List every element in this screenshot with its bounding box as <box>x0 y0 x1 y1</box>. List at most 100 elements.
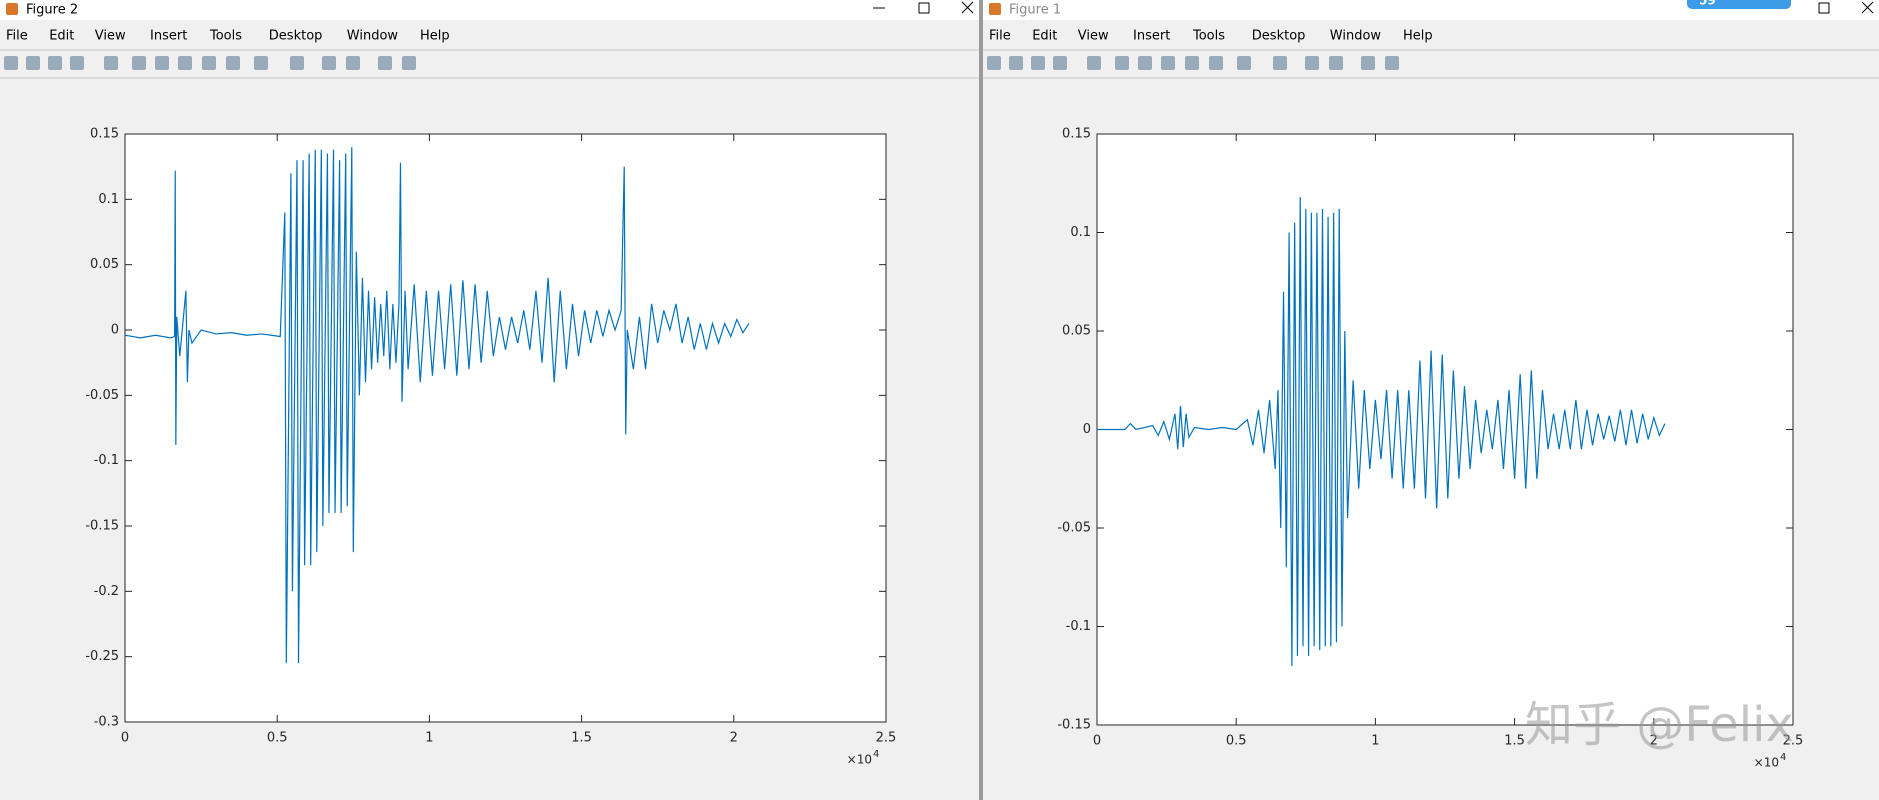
toolbar-button[interactable] <box>132 56 146 70</box>
title-bar <box>0 0 979 20</box>
toolbar-button[interactable] <box>1273 56 1287 70</box>
y-tick-label: -0.1 <box>1066 619 1091 634</box>
window-icon <box>989 3 1001 15</box>
x-multiplier: ×10 <box>847 753 872 767</box>
menu-item[interactable]: Desktop <box>1252 29 1306 44</box>
menu-item[interactable]: Help <box>1403 29 1433 44</box>
toolbar-button[interactable] <box>1361 56 1375 70</box>
y-tick-label: -0.25 <box>85 649 119 664</box>
menu-item[interactable]: Insert <box>1133 29 1170 44</box>
toolbar-button[interactable] <box>1115 56 1129 70</box>
y-tick-label: 0.1 <box>98 192 119 207</box>
x-multiplier: ×10 <box>1754 756 1779 770</box>
x-tick-label: 2 <box>730 731 738 746</box>
menu-item[interactable]: View <box>95 29 126 44</box>
badge-text: 59 <box>1699 0 1716 8</box>
close-button[interactable] <box>961 1 974 14</box>
y-tick-label: 0.05 <box>90 257 119 272</box>
y-tick-label: 0.15 <box>90 127 119 142</box>
x-tick-label: 2.5 <box>876 731 897 746</box>
plot-area <box>124 133 887 723</box>
toolbar-button[interactable] <box>155 56 169 70</box>
toolbar-button[interactable] <box>1009 56 1023 70</box>
toolbar-button[interactable] <box>346 56 360 70</box>
menu-item[interactable]: Window <box>1330 29 1382 44</box>
x-tick-label: 1 <box>1371 734 1379 749</box>
x-tick-label: 1 <box>425 731 433 746</box>
toolbar-button[interactable] <box>1385 56 1399 70</box>
toolbar-button[interactable] <box>226 56 240 70</box>
maximize-button[interactable] <box>918 2 930 14</box>
toolbar-button[interactable] <box>1209 56 1223 70</box>
y-tick-label: -0.15 <box>1057 718 1091 733</box>
toolbar-button[interactable] <box>48 56 62 70</box>
title-bar <box>983 0 1879 20</box>
menu-item[interactable]: View <box>1078 29 1109 44</box>
window-divider <box>979 0 983 800</box>
toolbar-button[interactable] <box>402 56 416 70</box>
window-title: Figure 1 <box>1009 3 1061 18</box>
y-tick-label: -0.3 <box>94 715 119 730</box>
menu-item[interactable]: Tools <box>1192 29 1225 44</box>
x-tick-label: 0 <box>121 731 129 746</box>
maximize-button[interactable] <box>1818 2 1830 14</box>
toolbar-button[interactable] <box>1237 56 1251 70</box>
toolbar-button[interactable] <box>254 56 268 70</box>
toolbar-button[interactable] <box>290 56 304 70</box>
waveform-line <box>1097 197 1666 666</box>
x-tick-label: 2 <box>1650 734 1658 749</box>
close-button[interactable] <box>1861 1 1874 14</box>
menu-item[interactable]: Edit <box>1032 29 1057 44</box>
toolbar-button[interactable] <box>1138 56 1152 70</box>
y-tick-label: -0.2 <box>94 584 119 599</box>
watermark: 知乎 @Felix <box>1525 697 1794 753</box>
window-icon <box>6 3 18 15</box>
menu-item[interactable]: Edit <box>49 29 74 44</box>
y-tick-label: -0.15 <box>85 519 119 534</box>
menu-item[interactable]: Desktop <box>269 29 323 44</box>
x-tick-label: 0.5 <box>267 731 288 746</box>
y-tick-label: -0.05 <box>85 388 119 403</box>
window-title: Figure 2 <box>26 3 78 18</box>
y-tick-label: 0 <box>111 323 119 338</box>
toolbar-button[interactable] <box>1087 56 1101 70</box>
toolbar-button[interactable] <box>987 56 1001 70</box>
toolbar-button[interactable] <box>1185 56 1199 70</box>
toolbar-button[interactable] <box>4 56 18 70</box>
badge <box>1687 0 1791 9</box>
x-tick-label: 2.5 <box>1783 734 1804 749</box>
x-multiplier-exponent: 4 <box>1780 752 1786 763</box>
menu-item[interactable]: File <box>989 29 1011 44</box>
x-tick-label: 1.5 <box>571 731 592 746</box>
y-tick-label: 0.1 <box>1070 225 1091 240</box>
menu-bar <box>0 21 979 49</box>
waveform-line <box>124 147 750 664</box>
toolbar-button[interactable] <box>26 56 40 70</box>
toolbar-button[interactable] <box>104 56 118 70</box>
toolbar-button[interactable] <box>1053 56 1067 70</box>
x-tick-label: 1.5 <box>1504 734 1525 749</box>
x-tick-label: 0.5 <box>1226 734 1247 749</box>
toolbar-button[interactable] <box>178 56 192 70</box>
y-tick-label: -0.1 <box>94 453 119 468</box>
menu-item[interactable]: Tools <box>209 29 242 44</box>
toolbar-button[interactable] <box>322 56 336 70</box>
toolbar-button[interactable] <box>70 56 84 70</box>
x-multiplier-exponent: 4 <box>873 749 879 760</box>
menu-item[interactable]: Window <box>347 29 399 44</box>
menu-item[interactable]: Help <box>420 29 450 44</box>
menu-item[interactable]: File <box>6 29 28 44</box>
toolbar-button[interactable] <box>1031 56 1045 70</box>
menu-bar <box>983 21 1879 49</box>
y-tick-label: 0.05 <box>1062 324 1091 339</box>
y-tick-label: -0.05 <box>1057 521 1091 536</box>
toolbar-button[interactable] <box>1329 56 1343 70</box>
menu-item[interactable]: Insert <box>150 29 187 44</box>
toolbar-button[interactable] <box>1305 56 1319 70</box>
y-tick-label: 0 <box>1083 422 1091 437</box>
toolbar-button[interactable] <box>378 56 392 70</box>
x-tick-label: 0 <box>1093 734 1101 749</box>
toolbar-button[interactable] <box>1161 56 1175 70</box>
toolbar-button[interactable] <box>202 56 216 70</box>
